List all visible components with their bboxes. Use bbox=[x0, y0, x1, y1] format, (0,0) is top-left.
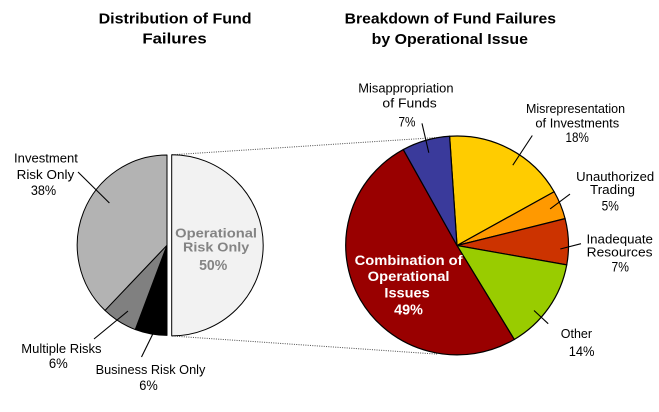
svg-text:6%: 6% bbox=[139, 377, 158, 393]
svg-text:Trading: Trading bbox=[590, 182, 635, 197]
svg-text:Operational: Operational bbox=[368, 269, 450, 284]
svg-text:Resources: Resources bbox=[587, 245, 653, 260]
svg-text:49%: 49% bbox=[394, 303, 423, 319]
svg-text:Other: Other bbox=[561, 326, 593, 341]
svg-text:of Funds: of Funds bbox=[382, 95, 437, 110]
svg-text:Issues: Issues bbox=[384, 285, 430, 300]
svg-text:Misappropriation: Misappropriation bbox=[358, 81, 453, 96]
svg-text:5%: 5% bbox=[602, 198, 619, 214]
svg-text:50%: 50% bbox=[199, 257, 227, 274]
svg-text:Business Risk Only: Business Risk Only bbox=[96, 362, 206, 377]
svg-text:18%: 18% bbox=[566, 129, 589, 145]
svg-text:Investment: Investment bbox=[14, 150, 78, 165]
svg-text:Breakdown of Fund Failures: Breakdown of Fund Failures bbox=[345, 11, 556, 27]
svg-text:6%: 6% bbox=[49, 355, 68, 371]
svg-text:38%: 38% bbox=[31, 182, 56, 198]
svg-text:7%: 7% bbox=[612, 259, 629, 275]
svg-text:Risk Only: Risk Only bbox=[183, 240, 250, 255]
svg-text:Failures: Failures bbox=[142, 32, 206, 48]
svg-text:Misrepresentation: Misrepresentation bbox=[526, 101, 625, 116]
svg-text:Unauthorized: Unauthorized bbox=[576, 169, 654, 184]
svg-text:Risk Only: Risk Only bbox=[17, 167, 75, 182]
svg-text:7%: 7% bbox=[399, 114, 416, 130]
svg-text:of Investments: of Investments bbox=[535, 116, 619, 131]
svg-text:Multiple Risks: Multiple Risks bbox=[21, 341, 102, 356]
svg-text:Distribution of Fund: Distribution of Fund bbox=[99, 11, 252, 27]
svg-text:Inadequate: Inadequate bbox=[587, 231, 653, 246]
svg-text:by Operational Issue: by Operational Issue bbox=[372, 32, 528, 48]
svg-text:Operational: Operational bbox=[175, 226, 257, 241]
svg-text:14%: 14% bbox=[569, 343, 595, 359]
svg-text:Combination of: Combination of bbox=[355, 253, 463, 268]
